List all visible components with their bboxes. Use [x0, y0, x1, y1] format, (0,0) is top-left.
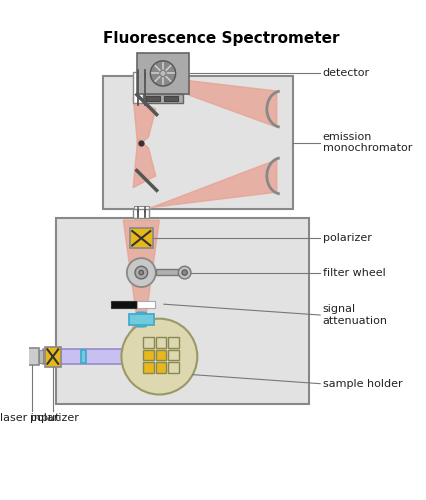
Bar — [155, 350, 167, 360]
Bar — [25, 348, 39, 364]
Circle shape — [178, 266, 191, 279]
Bar — [39, 350, 43, 363]
Bar — [143, 362, 154, 373]
Bar — [133, 72, 150, 103]
Polygon shape — [121, 318, 161, 354]
Bar — [137, 210, 146, 218]
Bar — [130, 228, 153, 248]
Bar — [129, 314, 154, 325]
Circle shape — [127, 258, 156, 287]
Bar — [143, 337, 154, 347]
Polygon shape — [133, 139, 156, 188]
Text: filter wheel: filter wheel — [323, 268, 386, 278]
Bar — [112, 300, 137, 308]
Polygon shape — [136, 160, 277, 210]
Bar — [133, 210, 150, 218]
Bar — [43, 350, 126, 364]
Text: Fluorescence Spectrometer: Fluorescence Spectrometer — [104, 30, 340, 46]
Circle shape — [139, 270, 144, 275]
Bar — [45, 346, 61, 366]
Bar — [146, 96, 160, 101]
Bar — [143, 94, 183, 103]
Bar — [155, 337, 167, 347]
Bar — [168, 337, 179, 347]
Bar — [137, 72, 146, 103]
Bar — [104, 76, 293, 210]
Bar — [155, 362, 167, 373]
Bar — [164, 96, 178, 101]
Text: emission
monochromator: emission monochromator — [323, 132, 412, 154]
Text: laser input: laser input — [0, 412, 60, 422]
Text: sample holder: sample holder — [323, 378, 403, 388]
Circle shape — [160, 70, 166, 76]
Bar — [134, 72, 149, 80]
Bar — [56, 218, 309, 404]
Bar — [156, 269, 184, 276]
Bar — [168, 350, 179, 360]
Circle shape — [150, 61, 176, 86]
Bar — [168, 362, 179, 373]
Polygon shape — [123, 220, 159, 318]
Circle shape — [135, 266, 148, 279]
Text: detector: detector — [323, 68, 370, 78]
Text: polarizer: polarizer — [30, 412, 79, 422]
Bar — [143, 350, 154, 360]
Polygon shape — [136, 76, 277, 127]
Bar — [81, 350, 86, 363]
Bar — [137, 53, 189, 94]
Bar — [134, 206, 149, 213]
Circle shape — [121, 318, 197, 394]
Circle shape — [182, 270, 187, 276]
Text: polarizer: polarizer — [323, 234, 372, 243]
Polygon shape — [133, 98, 156, 146]
Bar — [137, 300, 155, 308]
Text: signal
attenuation: signal attenuation — [323, 304, 388, 326]
